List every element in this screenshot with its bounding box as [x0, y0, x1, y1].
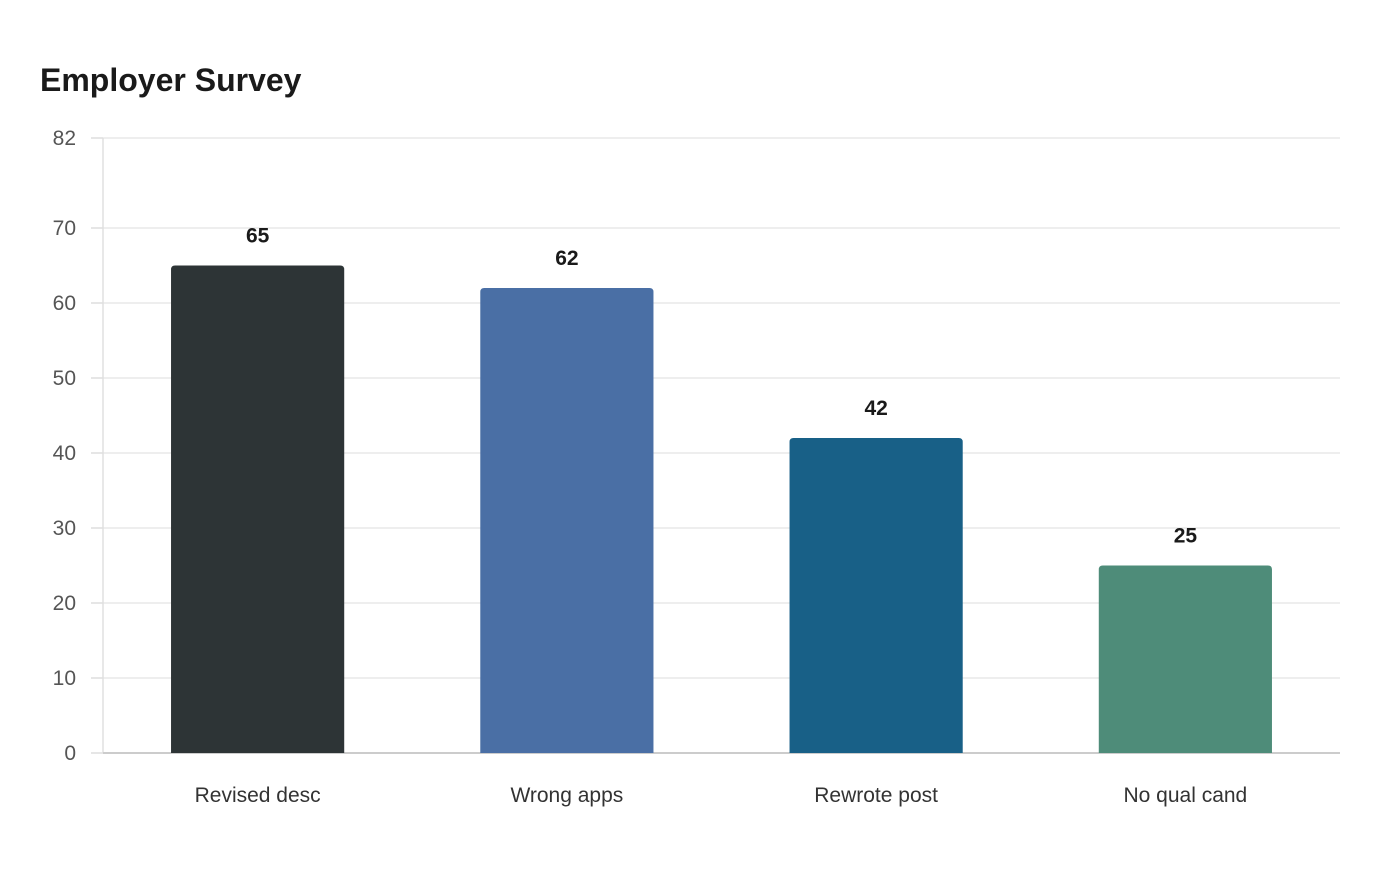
- bar-rewrote-post: [789, 438, 963, 753]
- y-tick-label: 0: [64, 742, 76, 765]
- y-tick-label: 40: [53, 442, 76, 465]
- bar-revised-desc: [171, 265, 345, 753]
- data-label: 62: [555, 247, 578, 270]
- bars: [171, 265, 1272, 753]
- y-tick-label: 50: [53, 367, 76, 390]
- x-tick-label: Revised desc: [195, 784, 321, 807]
- y-tick-label: 70: [53, 217, 76, 240]
- x-tick-label: Wrong apps: [510, 784, 623, 807]
- bar-no-qual-cand: [1098, 565, 1272, 753]
- y-tick-label: 20: [53, 592, 76, 615]
- bar-wrong-apps: [480, 288, 654, 753]
- y-tick-label: 60: [53, 292, 76, 315]
- data-label: 65: [246, 225, 270, 248]
- y-tick-label: 82: [53, 127, 76, 150]
- y-tick-label: 30: [53, 517, 76, 540]
- chart-title: Employer Survey: [40, 62, 302, 98]
- data-label: 42: [864, 397, 887, 420]
- y-tick-label: 10: [53, 667, 76, 690]
- x-tick-label: Rewrote post: [814, 784, 938, 807]
- data-label: 25: [1174, 525, 1198, 548]
- x-tick-label: No qual cand: [1123, 784, 1247, 807]
- labels: 65 Revised desc 62 Wrong apps 42 Rewrote post…: [195, 225, 1248, 808]
